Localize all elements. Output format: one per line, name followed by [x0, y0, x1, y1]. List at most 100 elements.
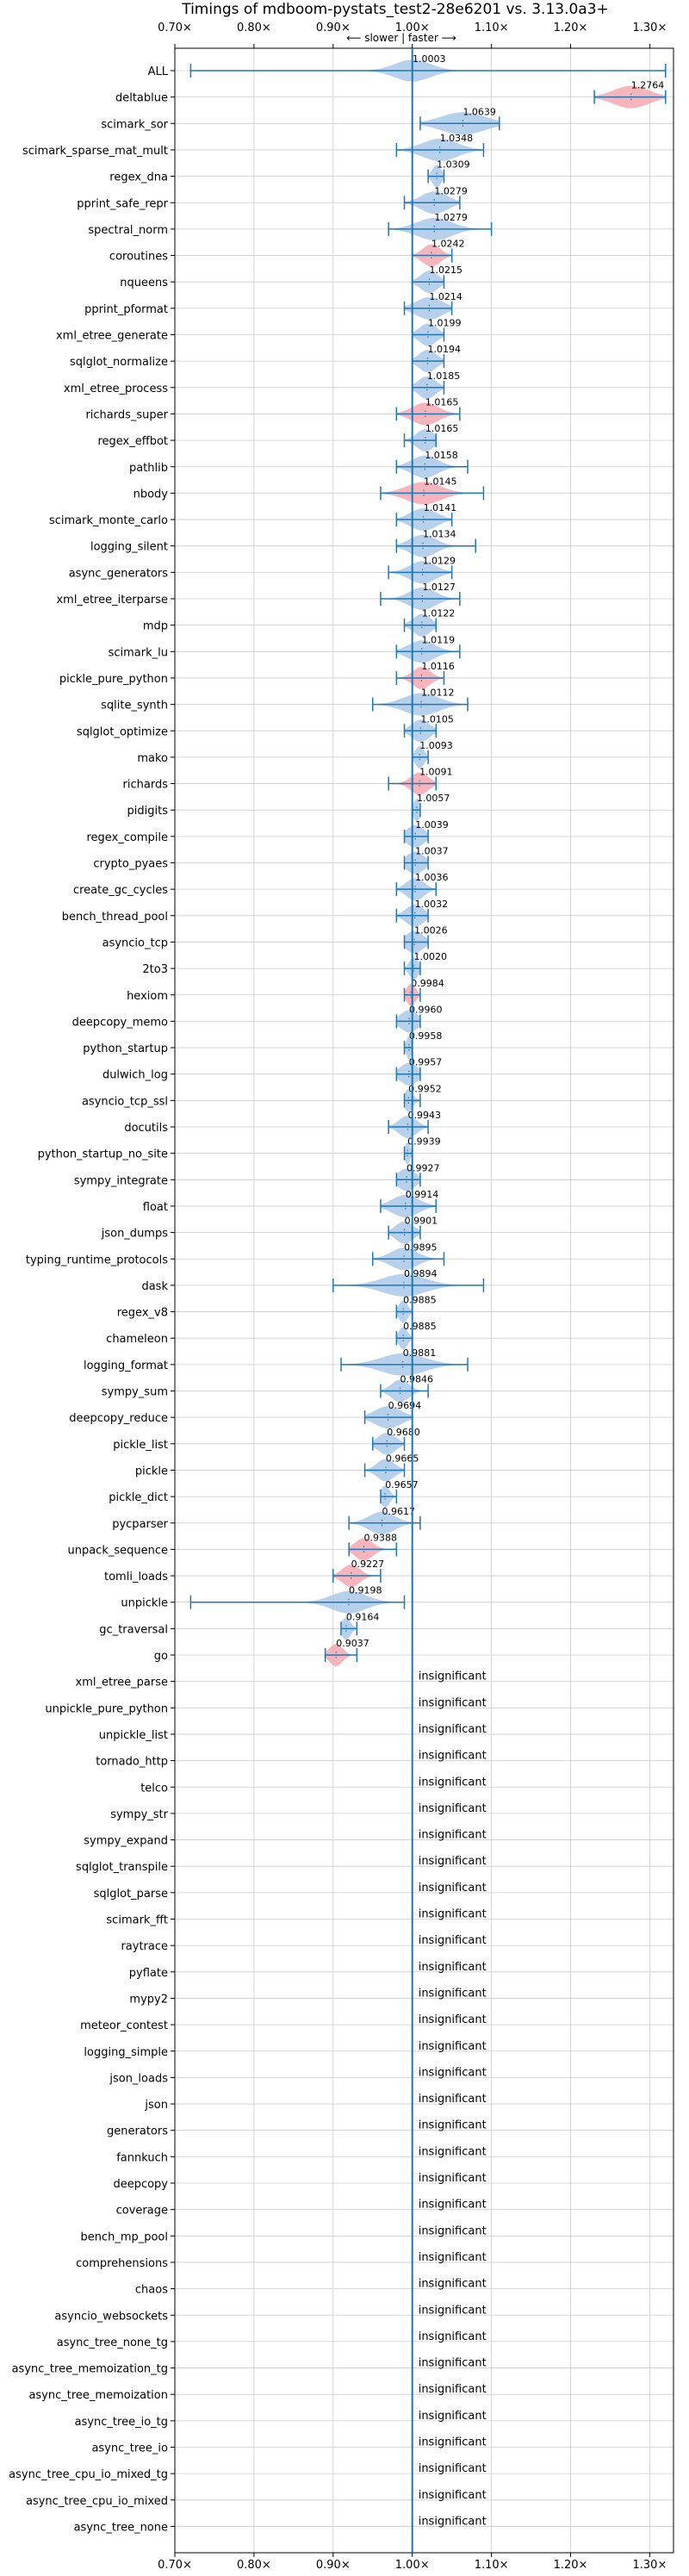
category-label: logging_silent [90, 541, 168, 554]
value-label: 1.0141 [424, 502, 457, 513]
category-label: meteor_contest [80, 2019, 168, 2032]
insignificant-label: insignificant [419, 2119, 487, 2132]
category-label: scimark_sor [101, 118, 168, 131]
insignificant-label: insignificant [419, 2278, 487, 2291]
category-label: richards_super [85, 408, 168, 421]
category-label: sympy_sum [102, 1386, 168, 1399]
category-label: telco [140, 1782, 168, 1795]
category-label: hexiom [127, 990, 168, 1003]
value-label: 0.9037 [336, 1638, 369, 1649]
value-label: 0.9198 [349, 1585, 382, 1596]
category-label: async_tree_memoization [28, 2389, 168, 2402]
category-label: mako [137, 752, 168, 765]
category-label: regex_compile [86, 831, 168, 844]
category-label: coroutines [109, 251, 168, 264]
category-label: richards [123, 779, 169, 792]
x-tick-label-bottom: 1.00× [395, 2559, 430, 2572]
value-label: 1.0119 [422, 634, 456, 645]
category-label: tornado_http [96, 1756, 168, 1769]
value-label: 0.9943 [407, 1110, 441, 1121]
category-label: sympy_integrate [74, 1174, 168, 1187]
insignificant-label: insignificant [419, 2040, 487, 2053]
category-label: json_dumps [101, 1228, 168, 1241]
x-tick-label-top: 0.90× [316, 22, 351, 34]
category-label: asyncio_tcp [102, 936, 168, 949]
insignificant-label: insignificant [419, 2462, 487, 2475]
value-label: 0.9960 [409, 1004, 443, 1015]
category-label: deepcopy [113, 2178, 168, 2191]
x-tick-label-top: 1.30× [633, 22, 667, 34]
value-label: 1.0214 [429, 291, 462, 302]
category-label: gc_traversal [99, 1623, 168, 1636]
x-tick-label-top: 1.00× [395, 22, 430, 34]
category-labels: ALL deltablue scimark_sor scimark_sparse_ma… [9, 65, 169, 2534]
category-label: xml_etree_iterparse [56, 594, 168, 607]
value-label: 1.0165 [425, 396, 458, 408]
value-label: 1.0127 [422, 582, 456, 593]
category-label: python_startup [83, 1042, 168, 1055]
category-label: create_gc_cycles [73, 884, 168, 897]
value-label: 0.9958 [409, 1030, 442, 1042]
category-label: comprehensions [76, 2257, 168, 2270]
category-label: sympy_expand [84, 1835, 168, 1848]
insignificant-label: insignificant [419, 2199, 487, 2212]
x-tick-label-bottom: 1.20× [554, 2559, 588, 2572]
x-tick-label-top: 1.20× [554, 22, 588, 34]
value-label: 0.9617 [382, 1506, 416, 1517]
category-label: async_tree_memoization_tg [12, 2363, 168, 2376]
value-label: 1.0112 [421, 688, 455, 699]
category-label: nqueens [120, 277, 168, 289]
value-label: 1.0105 [420, 713, 453, 725]
x-tick-label-bottom: 1.30× [633, 2559, 667, 2572]
category-label: typing_runtime_protocols [26, 1254, 168, 1266]
insignificant-label: insignificant [419, 2436, 487, 2449]
x-tick-label-top: 1.10× [475, 22, 509, 34]
insignificant-label: insignificant [419, 2172, 487, 2185]
insignificant-label: insignificant [419, 2383, 487, 2396]
category-label: pyflate [129, 1967, 168, 1980]
value-label: 0.9657 [385, 1479, 419, 1490]
value-label: 0.9952 [408, 1083, 442, 1094]
category-label: deltablue [115, 92, 168, 105]
category-label: dulwich_log [102, 1069, 168, 1082]
category-label: scimark_monte_carlo [49, 514, 168, 527]
category-label: go [154, 1650, 168, 1663]
value-label: 1.0194 [428, 344, 462, 355]
insignificant-label: insignificant [419, 2330, 487, 2343]
category-label: python_startup_no_site [38, 1148, 168, 1161]
value-label: 1.0057 [417, 793, 450, 804]
value-label: 0.9881 [403, 1347, 437, 1359]
value-label: 0.9939 [407, 1136, 441, 1148]
value-label: 1.0122 [422, 608, 455, 619]
value-label: 0.9901 [405, 1216, 438, 1227]
insignificant-label: insignificant [419, 1671, 487, 1683]
category-label: pickle_list [113, 1439, 168, 1452]
category-label: pickle [135, 1465, 168, 1478]
category-label: pprint_pformat [84, 303, 168, 316]
category-label: ALL [148, 65, 169, 78]
insignificant-label: insignificant [419, 1802, 487, 1815]
x-tick-label-top: 0.70× [158, 22, 192, 34]
value-label: 1.0639 [462, 106, 496, 117]
value-label: 0.9164 [346, 1611, 380, 1622]
value-label: 0.9680 [387, 1427, 420, 1438]
value-label: 1.0309 [437, 159, 470, 171]
insignificant-label: insignificant [419, 2489, 487, 2502]
category-label: sqlglot_normalize [70, 356, 168, 369]
insignificant-label: insignificant [419, 2304, 487, 2317]
category-label: logging_format [84, 1360, 168, 1372]
category-label: async_tree_io_tg [75, 2416, 168, 2429]
value-label: 0.9885 [403, 1295, 437, 1306]
category-label: deepcopy_memo [72, 1016, 168, 1029]
category-label: scimark_sparse_mat_mult [22, 145, 168, 158]
insignificant-label: insignificant [419, 1987, 487, 2000]
value-label: 1.0037 [415, 846, 448, 857]
insignificant-label: insignificant [419, 2224, 487, 2237]
value-label: 1.0032 [415, 899, 449, 910]
value-label: 1.0145 [424, 476, 457, 487]
value-label: 0.9885 [403, 1321, 437, 1332]
plot-frame [174, 47, 674, 2554]
violins: 1.0003 1.2764 1.0639 1.0348 1.0309 1.0279 1.02… [189, 53, 667, 2528]
value-label: 0.9927 [407, 1162, 440, 1173]
direction-hint: ⟵ slower | faster ⟶ [346, 32, 456, 44]
